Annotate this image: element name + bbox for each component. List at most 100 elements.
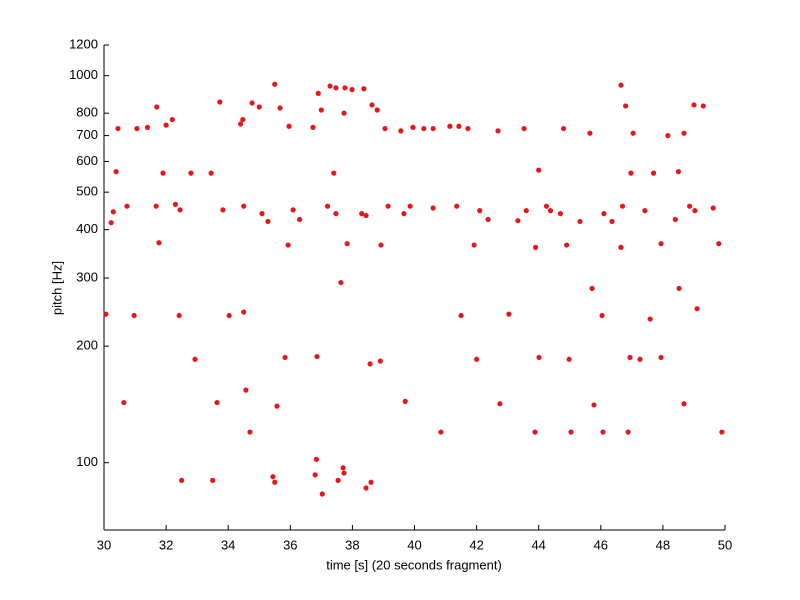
point (272, 479, 278, 485)
point (625, 429, 631, 435)
point (536, 167, 542, 173)
point (647, 316, 653, 322)
point (318, 107, 324, 113)
point (310, 124, 316, 130)
point (658, 241, 664, 247)
point (259, 211, 265, 217)
point (226, 312, 232, 319)
point (618, 82, 624, 88)
point (681, 130, 687, 136)
point (163, 122, 169, 128)
point (249, 100, 255, 106)
point (560, 125, 567, 132)
y-tick-label: 200 (76, 338, 98, 353)
point (153, 203, 159, 209)
point (465, 125, 471, 132)
point (277, 105, 283, 111)
point (338, 279, 344, 286)
point (282, 354, 288, 361)
point (272, 81, 278, 87)
point (319, 491, 325, 497)
point (340, 465, 346, 471)
y-tick-label: 1200 (69, 36, 98, 51)
point (398, 128, 404, 134)
point (363, 212, 369, 219)
point (256, 104, 262, 110)
point (359, 211, 365, 217)
x-tick-label: 40 (407, 537, 421, 552)
point (495, 128, 501, 134)
point (421, 125, 427, 132)
point (692, 208, 698, 214)
point (367, 361, 373, 367)
point (676, 285, 682, 292)
x-tick-label: 48 (656, 537, 670, 552)
point (456, 123, 462, 129)
point (331, 170, 337, 176)
point (210, 477, 216, 483)
point (658, 354, 664, 361)
point (265, 218, 271, 225)
point (368, 479, 374, 485)
point (313, 456, 319, 462)
point (600, 429, 606, 435)
point (270, 474, 276, 480)
point (377, 358, 383, 364)
x-tick-label: 46 (594, 537, 608, 552)
y-tick-label: 100 (76, 454, 98, 469)
point (627, 354, 633, 361)
x-tick-label: 30 (97, 537, 111, 552)
point (630, 130, 636, 136)
point (532, 244, 539, 250)
x-tick-label: 44 (531, 537, 545, 552)
point (637, 356, 643, 362)
point (710, 205, 716, 211)
point (599, 312, 605, 319)
point (361, 86, 367, 92)
point (121, 399, 127, 406)
point (566, 356, 572, 362)
point (506, 311, 512, 317)
point (700, 103, 706, 109)
point (430, 205, 436, 211)
point (609, 218, 615, 225)
point (665, 132, 671, 139)
point (274, 403, 280, 409)
point (687, 203, 693, 209)
point (547, 208, 554, 214)
point (134, 125, 140, 132)
point (401, 211, 407, 217)
point (521, 125, 527, 132)
point (131, 312, 137, 319)
point (410, 124, 416, 130)
point (315, 90, 321, 96)
x-tick-label: 36 (283, 537, 297, 552)
point (177, 207, 183, 213)
point (591, 402, 597, 408)
x-tick-label: 42 (469, 537, 483, 552)
point (247, 429, 253, 435)
point (694, 306, 700, 312)
point (349, 87, 355, 93)
point (536, 354, 542, 361)
point (312, 472, 318, 478)
point (650, 170, 657, 176)
point (485, 216, 491, 223)
point (430, 125, 436, 132)
point (363, 485, 369, 491)
point (208, 170, 214, 176)
point (188, 170, 194, 176)
x-tick-label: 50 (718, 537, 732, 552)
point (144, 124, 151, 130)
point (333, 85, 339, 91)
y-tick-label: 600 (76, 153, 98, 168)
point (543, 203, 550, 209)
point (108, 220, 114, 226)
point (454, 203, 460, 209)
point (515, 218, 521, 224)
point (342, 85, 348, 91)
point (220, 207, 226, 213)
y-tick-label: 500 (76, 184, 98, 199)
